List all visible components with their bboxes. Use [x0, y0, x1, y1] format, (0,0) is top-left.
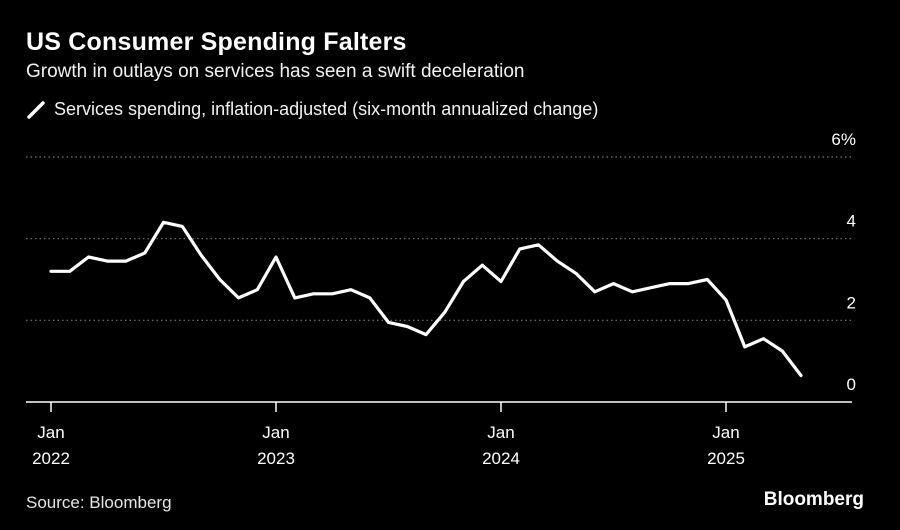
legend: Services spending, inflation-adjusted (s…: [26, 99, 598, 120]
x-tick-label: Jan: [37, 423, 64, 442]
x-tick-label: Jan: [712, 423, 739, 442]
x-tick-label: 2024: [482, 449, 520, 468]
legend-label: Services spending, inflation-adjusted (s…: [54, 99, 599, 119]
y-tick-label: 0: [847, 375, 856, 394]
y-tick-label: 4: [847, 212, 856, 231]
source-note: Source: Bloomberg: [26, 493, 172, 512]
x-tick-label: Jan: [487, 423, 514, 442]
chart-title: US Consumer Spending Falters: [26, 28, 407, 56]
series-line: [49, 220, 803, 378]
x-tick-label: Jan: [262, 423, 289, 442]
y-tick-label: 6%: [831, 130, 856, 149]
bloomberg-logo: Bloomberg: [763, 489, 864, 510]
x-tick-label: 2023: [257, 449, 295, 468]
chart-subtitle: Growth in outlays on services has seen a…: [26, 61, 525, 82]
legend-line-icon: [27, 100, 45, 119]
x-tick-label: 2025: [707, 449, 745, 468]
x-tick-label: 2022: [32, 449, 70, 468]
y-tick-label: 2: [847, 293, 856, 312]
